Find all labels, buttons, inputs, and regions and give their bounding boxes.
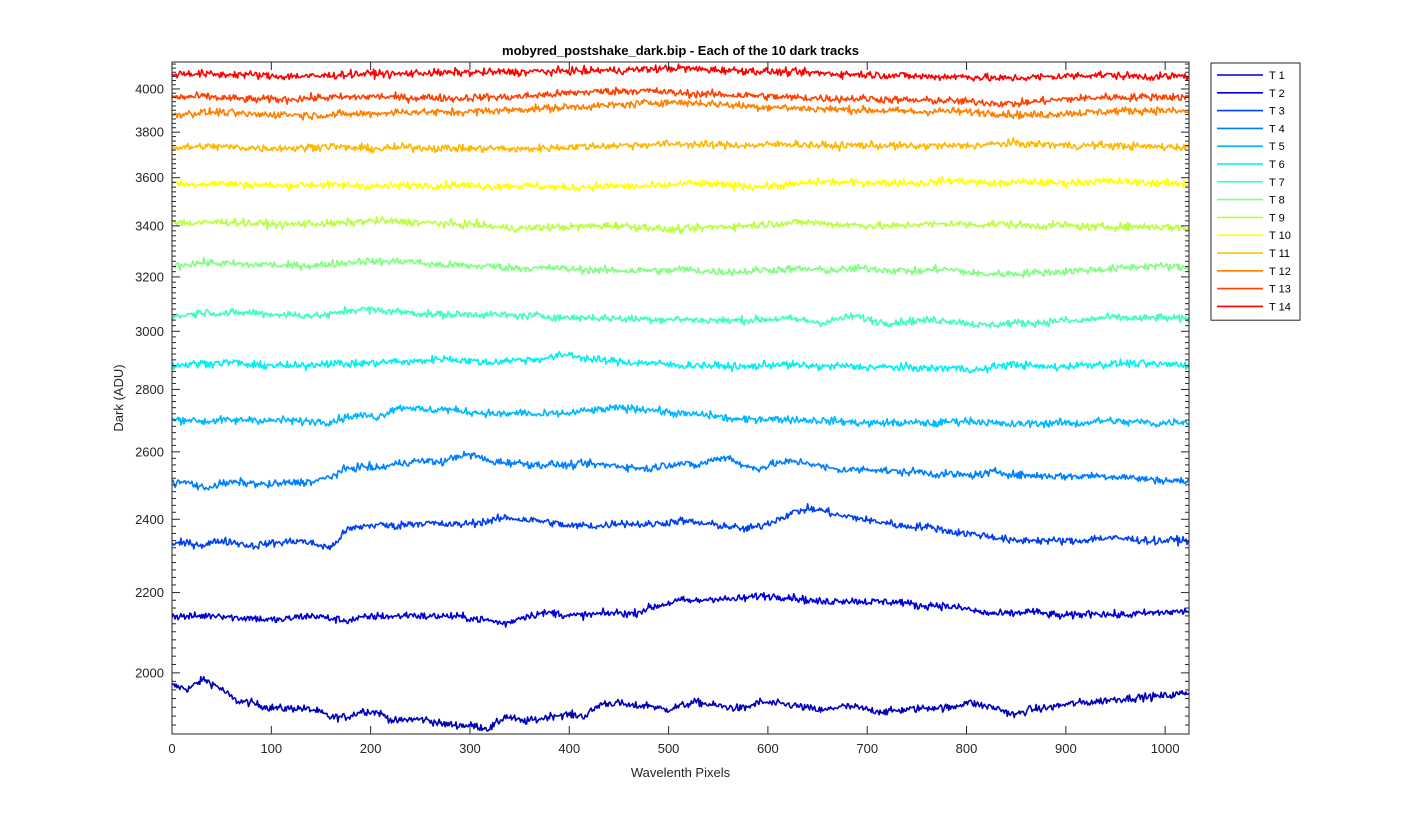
- legend-entry-5: T 5: [1269, 141, 1285, 153]
- series-line-8: [172, 256, 1189, 279]
- series-line-1: [172, 675, 1189, 732]
- series-line-12: [172, 98, 1189, 121]
- legend-entry-2: T 2: [1269, 88, 1285, 100]
- y-tick-label: 3000: [135, 324, 164, 339]
- legend-entry-10: T 10: [1269, 230, 1291, 242]
- series-line-5: [172, 403, 1189, 429]
- x-tick-label: 1000: [1151, 741, 1180, 756]
- legend-entry-4: T 4: [1269, 123, 1285, 135]
- plot-area: [172, 62, 1189, 734]
- y-axis-label: Dark (ADU): [111, 364, 126, 431]
- legend-entry-6: T 6: [1269, 159, 1285, 171]
- x-tick-label: 600: [757, 741, 779, 756]
- chart-title: mobyred_postshake_dark.bip - Each of the…: [502, 43, 859, 58]
- series-line-6: [172, 350, 1189, 374]
- series-line-7: [172, 305, 1189, 329]
- y-tick-label: 2800: [135, 382, 164, 397]
- x-tick-label: 400: [558, 741, 580, 756]
- legend-entry-11: T 11: [1269, 248, 1290, 260]
- x-tick-label: 200: [360, 741, 382, 756]
- x-axis-label: Wavelenth Pixels: [631, 765, 731, 780]
- x-tick-label: 0: [168, 741, 175, 756]
- y-tick-label: 3400: [135, 218, 164, 233]
- y-tick-label: 2200: [135, 585, 164, 600]
- series-line-14: [172, 63, 1189, 82]
- series-line-10: [172, 176, 1189, 193]
- axes-box: [171, 61, 1190, 735]
- x-tick-label: 500: [658, 741, 680, 756]
- legend-entry-9: T 9: [1269, 212, 1285, 224]
- series-line-13: [172, 86, 1189, 108]
- y-tick-label: 2000: [135, 665, 164, 680]
- legend-entry-12: T 12: [1269, 266, 1291, 278]
- axes-layer: 0 100 200 300 400 500 600 700 800 900 1000 2000 2200…: [135, 61, 1190, 756]
- y-tick-label: 2400: [135, 512, 164, 527]
- x-tick-label: 900: [1055, 741, 1077, 756]
- y-tick-label: 3800: [135, 125, 164, 140]
- legend-entry-1: T 1: [1269, 70, 1285, 82]
- legend-entry-13: T 13: [1269, 284, 1291, 296]
- y-tick-label: 4000: [135, 81, 164, 96]
- series-line-11: [172, 137, 1189, 154]
- legend-box: [1210, 62, 1301, 321]
- series-line-9: [172, 216, 1189, 235]
- legend-entry-14: T 14: [1269, 301, 1291, 313]
- y-tick-label: 2600: [135, 444, 164, 459]
- series-line-2: [172, 591, 1189, 628]
- legend: T 1 T 2 T 3 T 4 T 5 T 6 T 7 T 8 T 9 T 10 T 11 T 12 T…: [1210, 62, 1301, 321]
- x-tick-label: 100: [260, 741, 282, 756]
- y-tick-label: 3200: [135, 269, 164, 284]
- series-layer: [172, 63, 1189, 732]
- series-line-3: [172, 502, 1189, 551]
- x-tick-label: 300: [459, 741, 481, 756]
- x-tick-label: 800: [956, 741, 978, 756]
- x-tick-label: 700: [856, 741, 878, 756]
- series-line-4: [172, 450, 1189, 491]
- legend-entry-8: T 8: [1269, 195, 1285, 207]
- legend-entry-3: T 3: [1269, 106, 1285, 118]
- y-tick-label: 3600: [135, 170, 164, 185]
- legend-entry-7: T 7: [1269, 177, 1285, 189]
